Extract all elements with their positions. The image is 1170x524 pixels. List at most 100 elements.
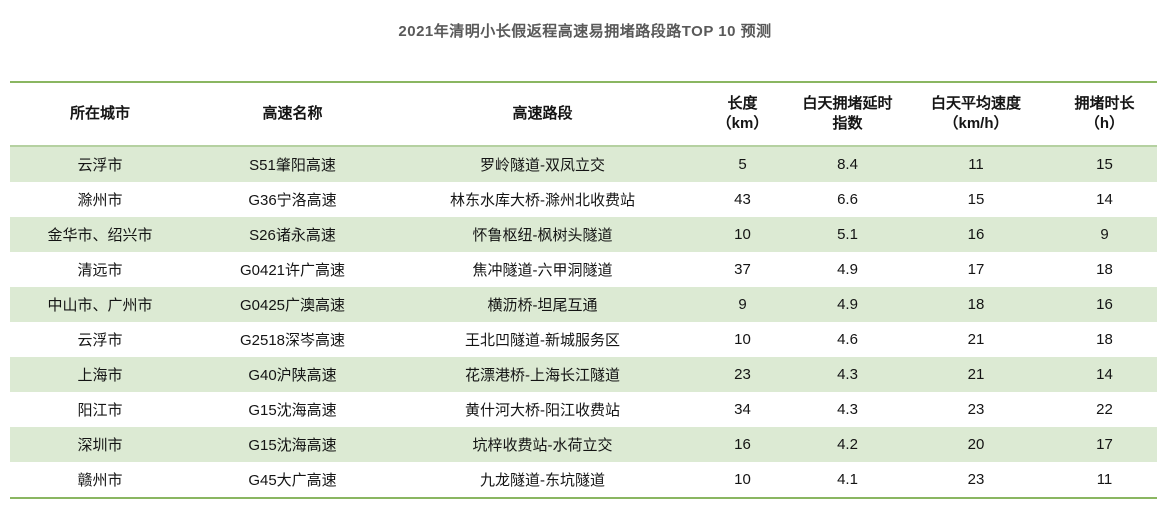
cell-avg-speed: 15 (900, 182, 1052, 217)
cell-length-km: 23 (690, 357, 795, 392)
cell-highway-section: 花漂港桥-上海长江隧道 (395, 357, 690, 392)
cell-highway-name: S26诸永高速 (190, 217, 395, 252)
cell-duration-h: 18 (1052, 252, 1157, 287)
col-header-highway-name: 高速名称 (190, 82, 395, 147)
col-header-length-km-line1: 长度 (727, 95, 758, 112)
cell-highway-name: G36宁洛高速 (190, 182, 395, 217)
col-header-delay-index: 白天拥堵延时 指数 (795, 82, 900, 147)
cell-avg-speed: 21 (900, 322, 1052, 357)
cell-avg-speed: 21 (900, 357, 1052, 392)
cell-avg-speed: 16 (900, 217, 1052, 252)
cell-city: 阳江市 (10, 392, 190, 427)
cell-city: 云浮市 (10, 146, 190, 182)
cell-delay-index: 4.2 (795, 427, 900, 462)
table-row: 上海市 G40沪陕高速 花漂港桥-上海长江隧道 23 4.3 21 14 (10, 357, 1157, 392)
table-row: 滁州市 G36宁洛高速 林东水库大桥-滁州北收费站 43 6.6 15 14 (10, 182, 1157, 217)
cell-length-km: 16 (690, 427, 795, 462)
cell-length-km: 43 (690, 182, 795, 217)
cell-highway-name: G45大广高速 (190, 462, 395, 498)
cell-duration-h: 14 (1052, 357, 1157, 392)
col-header-delay-index-line2: 指数 (832, 115, 863, 132)
cell-city: 上海市 (10, 357, 190, 392)
cell-city: 清远市 (10, 252, 190, 287)
table-row: 金华市、绍兴市 S26诸永高速 怀鲁枢纽-枫树头隧道 10 5.1 16 9 (10, 217, 1157, 252)
cell-highway-name: G40沪陕高速 (190, 357, 395, 392)
cell-city: 云浮市 (10, 322, 190, 357)
cell-length-km: 37 (690, 252, 795, 287)
cell-avg-speed: 20 (900, 427, 1052, 462)
col-header-duration-h: 拥堵时长 （h） (1052, 82, 1157, 147)
cell-delay-index: 4.1 (795, 462, 900, 498)
table-row: 深圳市 G15沈海高速 坑梓收费站-水荷立交 16 4.2 20 17 (10, 427, 1157, 462)
cell-duration-h: 22 (1052, 392, 1157, 427)
cell-delay-index: 4.3 (795, 392, 900, 427)
cell-duration-h: 17 (1052, 427, 1157, 462)
cell-length-km: 10 (690, 322, 795, 357)
cell-delay-index: 4.9 (795, 252, 900, 287)
col-header-avg-speed-line1: 白天平均速度 (930, 95, 1021, 112)
cell-delay-index: 4.9 (795, 287, 900, 322)
col-header-avg-speed: 白天平均速度 （km/h） (900, 82, 1052, 147)
cell-avg-speed: 11 (900, 146, 1052, 182)
cell-duration-h: 9 (1052, 217, 1157, 252)
cell-avg-speed: 17 (900, 252, 1052, 287)
cell-highway-section: 横沥桥-坦尾互通 (395, 287, 690, 322)
col-header-duration-h-line1: 拥堵时长 (1074, 95, 1135, 112)
cell-length-km: 10 (690, 462, 795, 498)
cell-highway-section: 九龙隧道-东坑隧道 (395, 462, 690, 498)
cell-city: 赣州市 (10, 462, 190, 498)
cell-avg-speed: 18 (900, 287, 1052, 322)
cell-city: 滁州市 (10, 182, 190, 217)
col-header-city-line1: 所在城市 (69, 105, 130, 122)
cell-highway-section: 林东水库大桥-滁州北收费站 (395, 182, 690, 217)
col-header-length-km: 长度 （km） (690, 82, 795, 147)
cell-highway-name: G15沈海高速 (190, 427, 395, 462)
table-row: 赣州市 G45大广高速 九龙隧道-东坑隧道 10 4.1 23 11 (10, 462, 1157, 498)
col-header-avg-speed-line2: （km/h） (943, 115, 1009, 132)
cell-highway-name: G15沈海高速 (190, 392, 395, 427)
cell-highway-section: 怀鲁枢纽-枫树头隧道 (395, 217, 690, 252)
col-header-highway-section: 高速路段 (395, 82, 690, 147)
cell-highway-name: S51肇阳高速 (190, 146, 395, 182)
cell-duration-h: 11 (1052, 462, 1157, 498)
cell-city: 深圳市 (10, 427, 190, 462)
col-header-city: 所在城市 (10, 82, 190, 147)
cell-duration-h: 15 (1052, 146, 1157, 182)
cell-delay-index: 4.6 (795, 322, 900, 357)
table-row: 阳江市 G15沈海高速 黄什河大桥-阳江收费站 34 4.3 23 22 (10, 392, 1157, 427)
cell-length-km: 10 (690, 217, 795, 252)
cell-highway-section: 焦冲隧道-六甲洞隧道 (395, 252, 690, 287)
cell-duration-h: 14 (1052, 182, 1157, 217)
cell-city: 金华市、绍兴市 (10, 217, 190, 252)
cell-delay-index: 6.6 (795, 182, 900, 217)
cell-length-km: 9 (690, 287, 795, 322)
table-row: 云浮市 G2518深岑高速 王北凹隧道-新城服务区 10 4.6 21 18 (10, 322, 1157, 357)
table-row: 中山市、广州市 G0425广澳高速 横沥桥-坦尾互通 9 4.9 18 16 (10, 287, 1157, 322)
cell-delay-index: 5.1 (795, 217, 900, 252)
cell-avg-speed: 23 (900, 392, 1052, 427)
cell-length-km: 34 (690, 392, 795, 427)
cell-delay-index: 4.3 (795, 357, 900, 392)
col-header-delay-index-line1: 白天拥堵延时 (802, 95, 893, 112)
table-row: 清远市 G0421许广高速 焦冲隧道-六甲洞隧道 37 4.9 17 18 (10, 252, 1157, 287)
congestion-table-container: 所在城市 高速名称 高速路段 长度 （km） 白天拥堵延时 指数 (10, 81, 1157, 499)
cell-avg-speed: 23 (900, 462, 1052, 498)
cell-duration-h: 16 (1052, 287, 1157, 322)
cell-highway-section: 罗岭隧道-双凤立交 (395, 146, 690, 182)
cell-highway-name: G2518深岑高速 (190, 322, 395, 357)
cell-highway-section: 黄什河大桥-阳江收费站 (395, 392, 690, 427)
col-header-highway-section-line1: 高速路段 (512, 105, 573, 122)
page-title: 2021年清明小长假返程高速易拥堵路段路TOP 10 预测 (398, 23, 772, 40)
cell-highway-name: G0425广澳高速 (190, 287, 395, 322)
cell-duration-h: 18 (1052, 322, 1157, 357)
table-row: 云浮市 S51肇阳高速 罗岭隧道-双凤立交 5 8.4 11 15 (10, 146, 1157, 182)
cell-delay-index: 8.4 (795, 146, 900, 182)
cell-highway-section: 坑梓收费站-水荷立交 (395, 427, 690, 462)
cell-highway-section: 王北凹隧道-新城服务区 (395, 322, 690, 357)
col-header-highway-name-line1: 高速名称 (262, 105, 323, 122)
cell-highway-name: G0421许广高速 (190, 252, 395, 287)
col-header-duration-h-line2: （h） (1084, 115, 1125, 132)
table-header-row: 所在城市 高速名称 高速路段 长度 （km） 白天拥堵延时 指数 (10, 82, 1157, 147)
cell-city: 中山市、广州市 (10, 287, 190, 322)
congestion-table: 所在城市 高速名称 高速路段 长度 （km） 白天拥堵延时 指数 (10, 81, 1157, 499)
